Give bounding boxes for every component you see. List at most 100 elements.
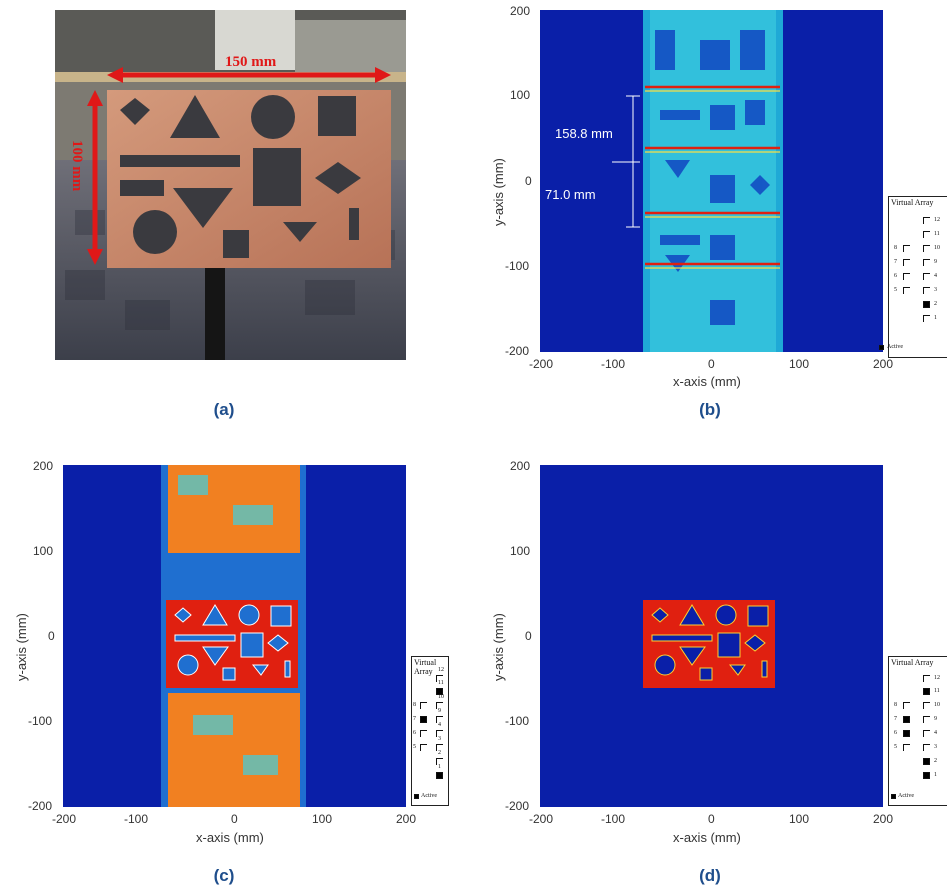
element-10 [923, 702, 930, 709]
element-label: 10 [934, 245, 940, 251]
element-9 [436, 716, 443, 723]
element-3 [923, 744, 930, 751]
element-label: 5 [894, 744, 897, 750]
element-label: 4 [934, 730, 937, 736]
radar-image-d [540, 465, 883, 807]
element-10 [923, 245, 930, 252]
element-label: 9 [934, 716, 937, 722]
image-panel-d [540, 465, 883, 807]
image-panel-c [63, 465, 406, 807]
element-1 [436, 772, 443, 779]
element-label: 2 [934, 758, 937, 764]
element-label: 1 [934, 772, 937, 778]
virtual-array-legend: Virtual Array 12 11 8 10 7 9 6 4 5 3 2 1… [411, 656, 449, 806]
element-6 [903, 730, 910, 737]
element-2 [923, 758, 930, 765]
virtual-array-legend: Virtual Array 12 11 8 10 7 9 6 4 5 3 2 1… [888, 656, 947, 806]
xtick: -200 [529, 812, 554, 826]
active-key [414, 794, 419, 799]
element-5 [903, 287, 910, 294]
element-label: 3 [438, 736, 441, 742]
xtick: 200 [396, 812, 417, 826]
element-label: 12 [934, 217, 940, 223]
active-key [891, 794, 896, 799]
element-7 [420, 716, 427, 723]
element-label: 10 [934, 702, 940, 708]
element-12 [436, 675, 443, 682]
ytick: 200 [510, 459, 531, 473]
width-dimension-label: 150 mm [225, 54, 277, 70]
element-11 [436, 688, 443, 695]
x-axis-label: x-axis (mm) [673, 830, 741, 845]
element-4 [923, 730, 930, 737]
element-label: 11 [934, 688, 940, 694]
caption-b: (b) [699, 400, 721, 419]
y-axis-label: y-axis (mm) [491, 158, 506, 226]
element-label: 3 [934, 287, 937, 293]
ytick: 200 [510, 4, 531, 18]
element-3 [923, 287, 930, 294]
element-label: 2 [438, 750, 441, 756]
element-label: 1 [438, 764, 441, 770]
element-7 [903, 259, 910, 266]
element-6 [420, 730, 427, 737]
xtick: -100 [601, 357, 626, 371]
element-8 [420, 702, 427, 709]
element-label: 5 [894, 287, 897, 293]
xtick: -200 [52, 812, 77, 826]
ytick: -100 [28, 714, 53, 728]
element-9 [923, 259, 930, 266]
ytick: 100 [510, 544, 531, 558]
element-2 [923, 301, 930, 308]
xtick: 100 [789, 812, 810, 826]
element-label: 7 [413, 716, 416, 722]
element-label: 8 [413, 702, 416, 708]
element-label: 1 [934, 315, 937, 321]
element-4 [923, 273, 930, 280]
element-10 [436, 702, 443, 709]
element-7 [903, 716, 910, 723]
element-label: 6 [413, 730, 416, 736]
element-label: 5 [413, 744, 416, 750]
element-label: 8 [894, 702, 897, 708]
ytick: -100 [505, 259, 530, 273]
element-6 [903, 273, 910, 280]
legend-footer: Active [887, 344, 903, 350]
x-axis-label: x-axis (mm) [196, 830, 264, 845]
element-label: 7 [894, 716, 897, 722]
active-key [879, 345, 884, 350]
ytick: 100 [33, 544, 54, 558]
element-1 [923, 315, 930, 322]
virtual-array-legend: Virtual Array 12 11 8 10 7 9 6 4 5 3 2 1… [879, 196, 947, 358]
caption-a: (a) [213, 400, 235, 419]
ytick: -200 [505, 799, 530, 813]
y-axis-label: y-axis (mm) [14, 613, 29, 681]
photo-of-cutout-plate [55, 10, 406, 360]
element-label: 11 [438, 680, 444, 686]
caption-c: (c) [213, 866, 235, 885]
ytick: 200 [33, 459, 54, 473]
photo-panel-a: 150 mm 100 mm [55, 10, 406, 360]
element-label: 10 [438, 694, 444, 700]
element-8 [903, 702, 910, 709]
xtick: 0 [708, 357, 715, 371]
element-label: 8 [894, 245, 897, 251]
xtick: 100 [789, 357, 810, 371]
element-label: 6 [894, 730, 897, 736]
legend-title: Virtual Array [891, 658, 934, 667]
legend-title: Virtual Array [414, 658, 437, 676]
radar-image-c [63, 465, 406, 807]
element-11 [923, 231, 930, 238]
ytick: -200 [28, 799, 53, 813]
element-4 [436, 730, 443, 737]
radar-image-b [540, 10, 883, 352]
element-label: 12 [438, 667, 444, 673]
element-label: 12 [934, 675, 940, 681]
xtick: -100 [124, 812, 149, 826]
element-12 [923, 217, 930, 224]
dimension-annotation-1: 158.8 mm [555, 126, 613, 141]
legend-footer: Active [421, 793, 437, 799]
y-axis-label: y-axis (mm) [491, 613, 506, 681]
xtick: 200 [873, 357, 894, 371]
x-axis-label: x-axis (mm) [673, 374, 741, 389]
